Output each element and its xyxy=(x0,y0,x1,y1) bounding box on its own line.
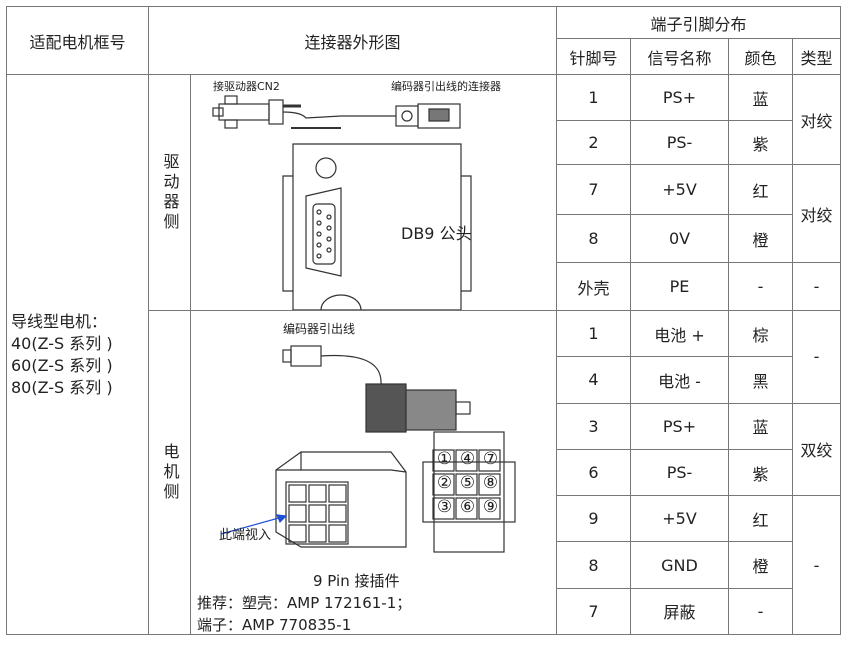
db9-drawing xyxy=(212,94,472,310)
table-row: 针脚号 信号名称 颜色 类型 xyxy=(7,38,841,75)
table-row: 7 +5V 红对绞 xyxy=(7,164,841,263)
table-row: 导线型电机： 40(Z-S 系列 ) 60(Z-S 系列 ) 80(Z-S 系列 ) 驱… xyxy=(6,73,841,636)
pin-cell: 蓝 xyxy=(728,402,793,450)
motor-drawing xyxy=(220,344,516,553)
pin-cell: 0V xyxy=(630,214,729,263)
type-cell: 双绞 xyxy=(792,402,841,497)
table-row: 8 GND 橙 xyxy=(7,541,841,589)
image-label: 接驱动器CN2 xyxy=(213,79,280,93)
pin-cell: 4 xyxy=(556,356,631,404)
table-row: 电机侧 编码器引出线 ① ④ ⑦ ② ⑤ ⑧ ③ ⑥ ⑨ 此端视入 9 Pin 接插件推荐：塑壳：AM… xyxy=(7,309,841,636)
image-cell: 接驱动器CN2 编码器引出线的连接器 DB9 公头 xyxy=(190,74,557,311)
header-cell: 连接器外形图 xyxy=(148,6,557,75)
table-row: 适配电机框号 连接器外形图 端子引脚分布 xyxy=(6,6,841,75)
image-label: 推荐：塑壳：AMP 172161-1； xyxy=(197,593,412,612)
table-row: 4 电池 -黑 xyxy=(7,356,841,404)
model-line: 导线型电机： xyxy=(11,311,108,331)
pin-cell: 紫 xyxy=(728,120,793,165)
type-cell: 对绞 xyxy=(792,164,841,263)
image-label: ⑥ xyxy=(459,496,476,517)
header-cell: 适配电机框号 xyxy=(6,6,149,75)
pin-cell: PS+ xyxy=(630,74,729,121)
pin-cell: PS- xyxy=(630,120,729,165)
side-cell: 电机侧 xyxy=(148,309,191,636)
pin-cell: 7 xyxy=(556,164,631,215)
pin-cell: 6 xyxy=(556,448,631,497)
pin-cell: 棕 xyxy=(728,309,793,358)
pin-cell: 1 xyxy=(556,74,631,121)
pin-cell: - xyxy=(728,262,793,311)
pin-table: 适配电机框号 连接器外形图 端子引脚分布 针脚号 信号名称 颜色 类型 导线型电机： 40(Z-… xyxy=(6,6,841,636)
image-label: 端子：AMP 770835-1 xyxy=(197,615,352,634)
pin-cell: PS- xyxy=(630,448,729,497)
table-row: 2 PS- 紫 xyxy=(7,120,841,165)
table-row: 3 PS+ 蓝双绞 xyxy=(7,402,841,497)
type-cell: - xyxy=(792,495,841,636)
motor-model: 导线型电机： 40(Z-S 系列 ) 60(Z-S 系列 ) 80(Z-S 系列 ) xyxy=(6,73,149,636)
image-box: 编码器引出线 ① ④ ⑦ ② ⑤ ⑧ ③ ⑥ ⑨ 此端视入 9 Pin 接插件推荐：塑壳：AMP 17… xyxy=(191,312,556,634)
pin-cell: 橙 xyxy=(728,214,793,263)
image-label: 9 Pin 接插件 xyxy=(313,571,400,590)
pin-cell: PS+ xyxy=(630,402,729,450)
pin-cell: +5V xyxy=(630,164,729,215)
image-label: ⑤ xyxy=(459,472,476,493)
image-label: 编码器引出线 xyxy=(283,321,356,336)
pin-cell: GND xyxy=(630,541,729,589)
side-label: 驱动器侧 xyxy=(160,152,180,233)
pin-cell: 7 xyxy=(556,587,631,636)
image-label: ⑨ xyxy=(482,496,499,517)
type-cell: - xyxy=(792,310,841,404)
image-label: ③ xyxy=(436,496,453,517)
pin-cell: - xyxy=(728,587,793,636)
pin-cell: 电池 - xyxy=(630,356,729,404)
image-label: ① xyxy=(436,448,453,469)
header-cell: 类型 xyxy=(792,38,841,75)
type-cell: 对绞 xyxy=(792,74,841,165)
model-line: 40(Z-S 系列 ) xyxy=(11,333,113,353)
type-cell: - xyxy=(792,262,841,311)
pin-cell: 红 xyxy=(728,495,793,543)
header-cell: 针脚号 xyxy=(556,38,631,75)
pin-cell: PE xyxy=(630,262,729,311)
pin-cell: +5V xyxy=(630,495,729,543)
header-cell: 颜色 xyxy=(728,38,793,75)
model-line: 80(Z-S 系列 ) xyxy=(11,377,113,397)
pin-cell: 3 xyxy=(556,402,631,450)
header-cell: 信号名称 xyxy=(630,38,729,75)
pin-cell: 黑 xyxy=(728,356,793,404)
side-label: 电机侧 xyxy=(160,442,180,503)
pin-cell: 8 xyxy=(556,541,631,589)
image-cell: 编码器引出线 ① ④ ⑦ ② ⑤ ⑧ ③ ⑥ ⑨ 此端视入 9 Pin 接插件推荐：塑壳：AMP 17… xyxy=(190,309,557,636)
pin-cell: 紫 xyxy=(728,448,793,497)
pin-cell: 屏蔽 xyxy=(630,587,729,636)
pin-cell: 2 xyxy=(556,120,631,165)
image-label: ④ xyxy=(459,448,476,469)
pin-cell: 1 xyxy=(556,309,631,358)
pin-cell: 红 xyxy=(728,164,793,215)
image-label: ⑧ xyxy=(482,472,499,493)
image-label: 此端视入 xyxy=(219,527,272,543)
table-row: 9 +5V 红 - xyxy=(7,495,841,636)
pin-cell: 蓝 xyxy=(728,74,793,121)
table-row: 7 屏蔽 - xyxy=(7,587,841,636)
model-line: 60(Z-S 系列 ) xyxy=(11,355,113,375)
pin-cell: 9 xyxy=(556,495,631,543)
side-cell: 驱动器侧 xyxy=(148,74,191,311)
header-cell: 端子引脚分布 xyxy=(556,6,841,39)
image-label: DB9 公头 xyxy=(401,223,472,243)
pin-cell: 橙 xyxy=(728,541,793,589)
image-label: ② xyxy=(436,472,453,493)
pin-cell: 电池 + xyxy=(630,309,729,358)
image-label: ⑦ xyxy=(482,448,499,469)
table-row: 外壳 PE - - xyxy=(7,262,841,311)
pin-cell: 8 xyxy=(556,214,631,263)
pin-cell: 外壳 xyxy=(556,262,631,311)
image-label: 编码器引出线的连接器 xyxy=(391,79,501,93)
image-box: 接驱动器CN2 编码器引出线的连接器 DB9 公头 xyxy=(191,76,556,310)
